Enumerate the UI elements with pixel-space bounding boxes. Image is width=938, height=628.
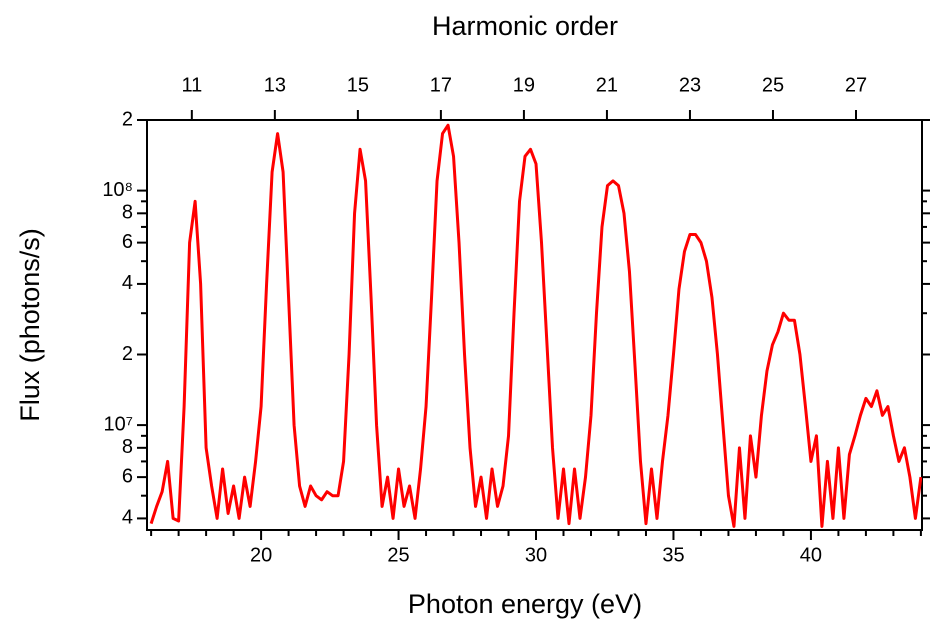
top-tick-label: 21 bbox=[596, 74, 618, 96]
x-axis-title: Photon energy (eV) bbox=[408, 589, 642, 619]
top-tick-label: 19 bbox=[513, 74, 535, 96]
plot-area bbox=[149, 123, 922, 528]
spectrum-line bbox=[149, 123, 922, 528]
y-tick-label: 8 bbox=[122, 202, 133, 224]
top-axis-title: Harmonic order bbox=[432, 11, 618, 41]
plot-frame bbox=[146, 119, 923, 531]
x-tick-label: 25 bbox=[387, 544, 409, 566]
top-tick-label: 25 bbox=[762, 74, 784, 96]
top-tick-label: 17 bbox=[430, 74, 452, 96]
y-tick-label: 4 bbox=[122, 272, 133, 294]
y-tick-label: 8 bbox=[122, 436, 133, 458]
x-tick-label: 20 bbox=[250, 544, 272, 566]
x-tick-label: 35 bbox=[662, 544, 684, 566]
top-tick-label: 13 bbox=[264, 74, 286, 96]
y-tick-label: 6 bbox=[122, 231, 133, 253]
y-tick-label: 2 bbox=[122, 108, 133, 130]
y-tick-label: 10⁸ bbox=[102, 179, 133, 201]
top-tick-label: 23 bbox=[679, 74, 701, 96]
x-tick-label: 40 bbox=[800, 544, 822, 566]
y-axis-title: Flux (photons/s) bbox=[15, 228, 45, 422]
y-tick-label: 2 bbox=[122, 343, 133, 365]
y-tick-label: 6 bbox=[122, 465, 133, 487]
top-tick-label: 27 bbox=[845, 74, 867, 96]
x-tick-label: 30 bbox=[525, 544, 547, 566]
y-tick-label: 10⁷ bbox=[104, 413, 133, 435]
top-tick-label: 15 bbox=[347, 74, 369, 96]
top-tick-label: 11 bbox=[181, 74, 202, 96]
y-tick-label: 4 bbox=[122, 507, 133, 529]
